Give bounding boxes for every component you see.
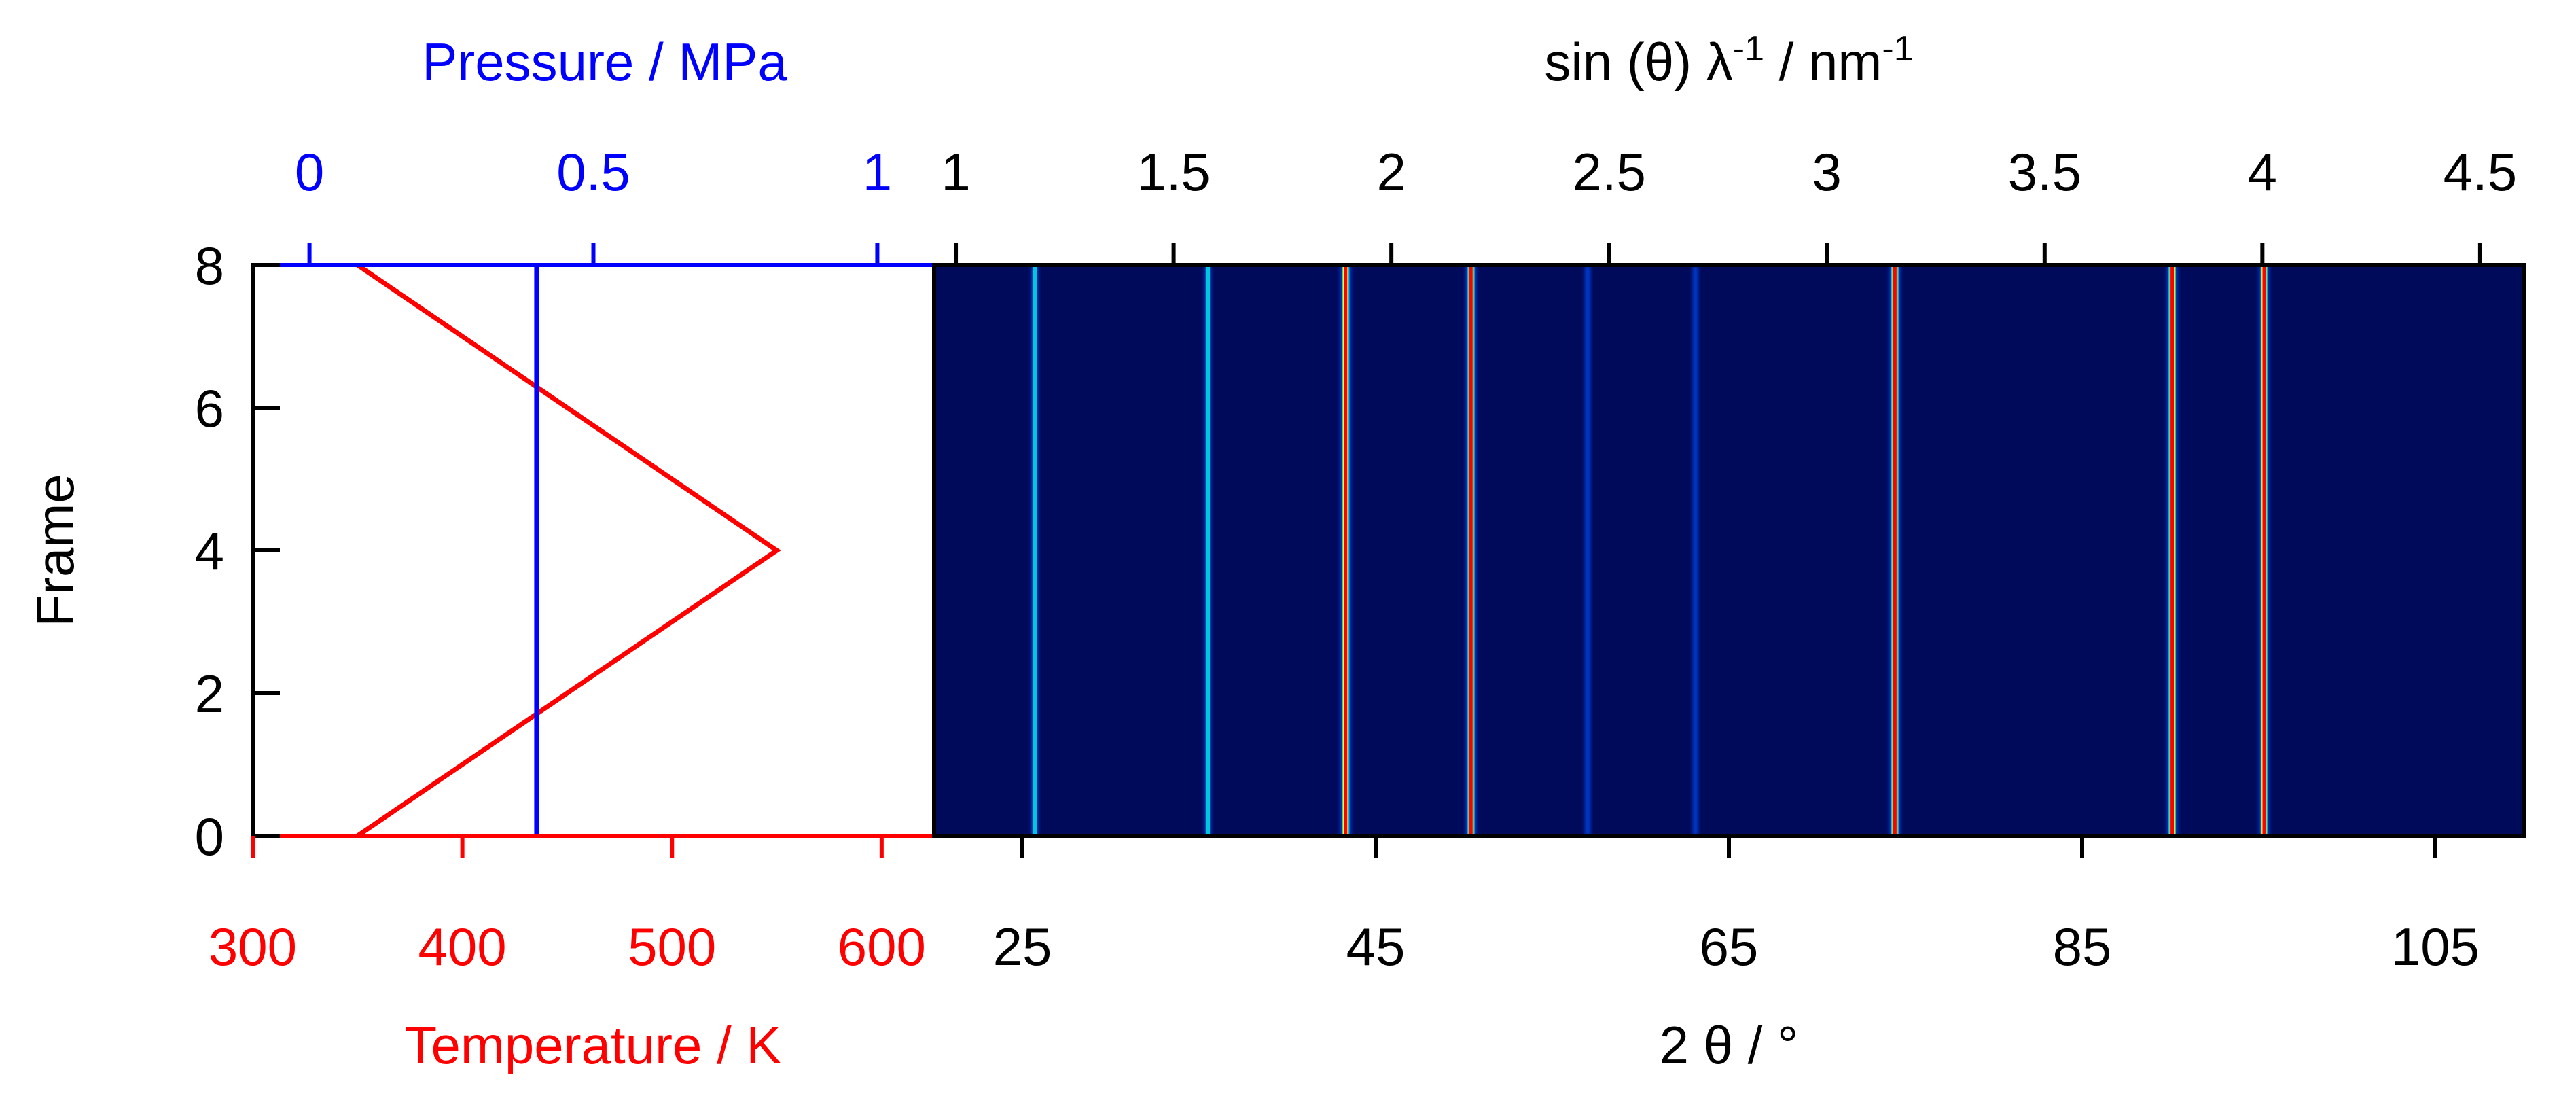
frame-tick-label: 4 <box>195 521 224 581</box>
temperature-series-line <box>356 263 781 838</box>
sin-theta-tick-label: 1 <box>941 142 970 202</box>
two-theta-tick-label: 25 <box>993 917 1052 976</box>
frame-tick-label: 2 <box>195 664 224 724</box>
two-theta-ticks: 25 45 65 85 105 <box>993 836 2480 976</box>
diffraction-heatmap-panel: 25 45 65 85 105 1 1.5 2 2.5 3 3.5 4 4.5 2 θ / ° sin… <box>932 29 2526 1075</box>
sin-theta-tick-label: 3.5 <box>2008 142 2081 202</box>
sin-theta-label-base: sin (θ) λ <box>1544 32 1732 92</box>
diffraction-peak-band <box>1344 265 1348 836</box>
sin-theta-tick-label: 1.5 <box>1137 142 1210 202</box>
diffraction-peak-band <box>1585 265 1590 836</box>
peak-layer <box>1031 265 2270 836</box>
diffraction-peak-band <box>1205 265 1211 836</box>
left-panel-frame <box>251 263 936 838</box>
two-theta-tick-label: 45 <box>1346 917 1406 976</box>
two-theta-tick-label: 65 <box>1700 917 1759 976</box>
temperature-axis-label: Temperature / K <box>405 1015 782 1075</box>
diffraction-peak-band <box>1692 265 1698 836</box>
sin-theta-ticks: 1 1.5 2 2.5 3 3.5 4 4.5 <box>941 142 2517 265</box>
sin-theta-label-exp2: -1 <box>1882 29 1913 69</box>
two-theta-axis-label: 2 θ / ° <box>1660 1015 1799 1075</box>
pressure-tick-label: 0.5 <box>556 142 630 202</box>
frame-ticks: 0 2 4 6 8 <box>195 236 280 866</box>
two-theta-tick-label: 85 <box>2053 917 2112 976</box>
sin-theta-tick-label: 2 <box>1376 142 1406 202</box>
diffraction-peak-band <box>1893 265 1897 836</box>
sin-theta-axis-label: sin (θ) λ-1 / nm-1 <box>1544 29 1913 92</box>
pressure-axis-label: Pressure / MPa <box>422 32 787 92</box>
temperature-ticks: 300 400 500 600 <box>209 836 926 976</box>
frame-tick-label: 6 <box>195 379 224 438</box>
left-series-layer <box>356 263 781 838</box>
two-theta-tick-label: 105 <box>2391 917 2480 976</box>
sin-theta-tick-label: 4.5 <box>2444 142 2517 202</box>
sin-theta-tick-label: 3 <box>1812 142 1842 202</box>
pressure-tick-label: 0 <box>295 142 324 202</box>
frame-axis-label: Frame <box>25 474 85 627</box>
frame-tick-label: 0 <box>195 807 224 866</box>
sin-theta-tick-label: 4 <box>2248 142 2277 202</box>
diffraction-peak-band <box>1469 265 1473 836</box>
sin-theta-label-exp1: -1 <box>1733 29 1764 69</box>
temperature-tick-label: 600 <box>838 917 926 976</box>
temperature-tick-label: 500 <box>628 917 716 976</box>
diffraction-peak-band <box>1032 265 1037 836</box>
temperature-tick-label: 400 <box>418 917 507 976</box>
temperature-tick-label: 300 <box>209 917 297 976</box>
heatmap-background <box>934 265 2524 836</box>
pressure-ticks: 0 0.5 1 <box>295 142 892 265</box>
sin-theta-label-mid: / nm <box>1764 32 1882 92</box>
frame-tick-label: 8 <box>195 236 224 296</box>
sin-theta-tick-label: 2.5 <box>1572 142 1645 202</box>
pressure-tick-label: 1 <box>863 142 892 202</box>
diffraction-peak-band <box>2170 265 2175 836</box>
diffraction-peak-band <box>2262 265 2266 836</box>
